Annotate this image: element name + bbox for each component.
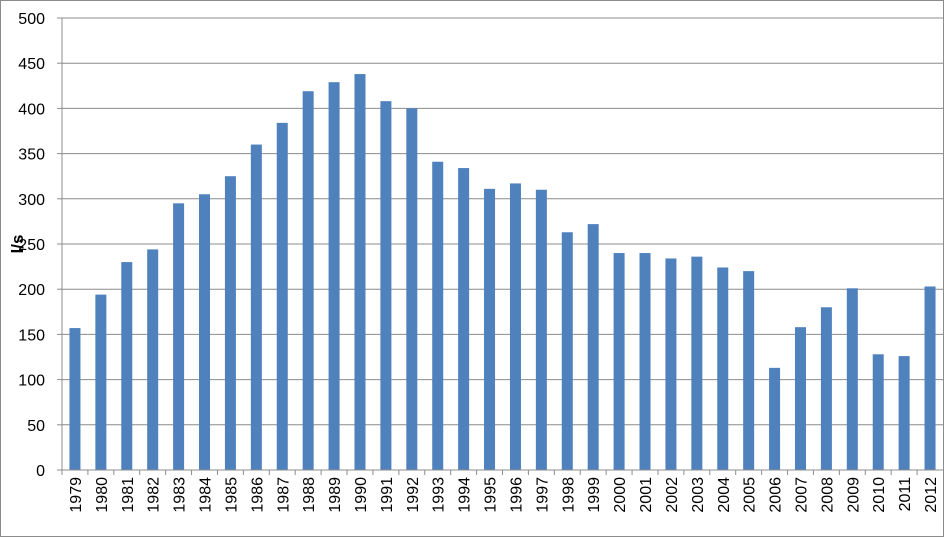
bar: [846, 288, 858, 470]
bar: [794, 327, 806, 470]
bars: [69, 74, 936, 471]
bar: [743, 271, 755, 470]
bar: [432, 161, 444, 470]
bar: [458, 168, 470, 470]
bar: [872, 354, 884, 470]
x-tick-label: 2006: [768, 477, 785, 513]
x-tick-label: 1994: [457, 477, 474, 513]
bar: [535, 189, 547, 470]
bar: [509, 183, 521, 470]
x-tick-label: 1983: [172, 477, 189, 513]
x-tick-label: 1992: [405, 477, 422, 513]
bar: [613, 253, 625, 470]
x-tick-label: 2002: [664, 477, 681, 513]
bar: [69, 328, 81, 470]
x-tick-label: 1979: [68, 477, 85, 513]
bar: [717, 267, 729, 470]
bar: [199, 194, 211, 470]
x-tick-label: 2000: [612, 477, 629, 513]
bar: [769, 367, 781, 470]
bar: [639, 253, 651, 470]
x-tick-label: 1980: [94, 477, 111, 513]
bar: [406, 108, 418, 471]
bar: [665, 258, 677, 470]
y-tick-label: 500: [18, 11, 45, 28]
bar: [276, 122, 288, 470]
y-tick-label: 300: [18, 192, 45, 209]
bar: [95, 294, 107, 470]
x-tick-label: 1999: [586, 477, 603, 513]
bar: [250, 144, 262, 470]
bar: [224, 176, 236, 470]
gridlines: [62, 17, 943, 426]
bar: [924, 286, 936, 470]
bar: [484, 188, 496, 470]
x-tick-label: 2009: [845, 477, 862, 513]
bar: [121, 262, 133, 470]
bar: [380, 101, 392, 470]
x-tick-label: 2001: [638, 477, 655, 513]
x-tick-label: 1995: [483, 477, 500, 513]
x-tick-label: 2004: [716, 477, 733, 513]
bar: [898, 356, 910, 470]
x-tick-label: 1984: [198, 477, 215, 513]
y-tick-label: 100: [18, 373, 45, 390]
bar: [561, 232, 573, 470]
y-tick-label: 150: [18, 327, 45, 344]
bar: [354, 74, 366, 470]
x-tick-label: 1985: [223, 477, 240, 513]
x-tick-label: 2007: [793, 477, 810, 513]
y-tick-label: 250: [18, 237, 45, 254]
x-tick-label: 1998: [560, 477, 577, 513]
x-tick-label: 1981: [120, 477, 137, 513]
x-tick-label: 1990: [353, 477, 370, 513]
x-tick-label: 1989: [327, 477, 344, 513]
x-tick-label: 2003: [690, 477, 707, 513]
x-tick-label: 1997: [534, 477, 551, 513]
x-tick-label: 1996: [508, 477, 525, 513]
x-tick-label: 2011: [897, 477, 914, 512]
x-tick-label: 1987: [275, 477, 292, 513]
y-tick-label: 450: [18, 56, 45, 73]
x-tick-label: 1986: [249, 477, 266, 513]
x-tick-label: 1982: [146, 477, 163, 513]
x-tick-label: 1993: [431, 477, 448, 513]
bar: [820, 307, 832, 470]
x-tick-label: 1991: [379, 477, 396, 513]
x-tick-label: 2005: [742, 477, 759, 513]
bar: [587, 224, 599, 470]
bar: [302, 91, 314, 470]
bar: [328, 82, 340, 471]
x-tick-label: 2012: [923, 477, 940, 513]
x-tick-label: 1988: [301, 477, 318, 513]
axes: [57, 17, 943, 475]
bar: [691, 256, 703, 470]
y-tick-label: 200: [18, 282, 45, 299]
bar: [173, 203, 185, 470]
y-tick-label: 400: [18, 101, 45, 118]
x-tick-label: 2008: [819, 477, 836, 513]
y-axis-label: l/s: [8, 235, 27, 254]
x-tick-label: 2010: [871, 477, 888, 513]
y-tick-label: 350: [18, 147, 45, 164]
y-tick-labels: 0 50 100 150 200 250 300 350 400 450 500: [18, 11, 45, 480]
bar: [147, 249, 159, 470]
x-tick-labels: 1979 1980 1981 1982 1983 1984 1985 1986 1987 1988…: [68, 477, 940, 513]
y-tick-label: 50: [27, 418, 45, 435]
y-tick-label: 0: [36, 463, 45, 480]
